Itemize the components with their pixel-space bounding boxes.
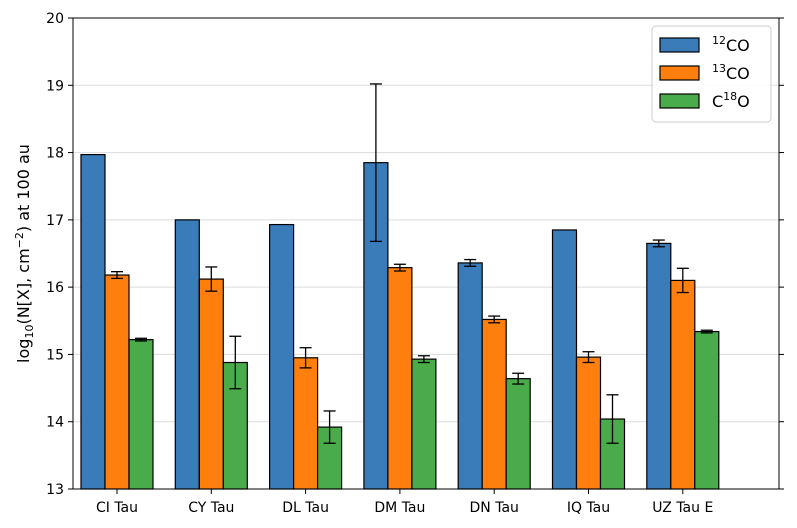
legend-swatch	[659, 65, 700, 81]
bar	[198, 278, 224, 490]
bar	[104, 274, 130, 490]
y-tick-label: 18	[46, 146, 64, 162]
legend-swatch	[659, 37, 700, 53]
bar	[575, 356, 602, 490]
bar	[174, 219, 200, 490]
x-tick-label: DL Tau	[282, 500, 329, 516]
legend-label: C18O	[712, 90, 750, 111]
bar	[670, 279, 696, 490]
x-tick-label: CI Tau	[96, 500, 138, 516]
ylabel-superscript: −2	[13, 232, 26, 248]
plot-frame	[72, 17, 780, 490]
bar	[646, 242, 672, 490]
bar	[411, 358, 437, 490]
bar	[505, 378, 531, 490]
y-axis-label: log10(N[X], cm−2) at 100 au	[13, 144, 36, 363]
legend-label: 12CO	[712, 34, 750, 55]
x-axis-ticks: CI Tau CY Tau DL Tau DM Tau DN Tau IQ Tau UZ T…	[96, 489, 713, 516]
bar	[80, 153, 106, 490]
ylabel-subscript: 10	[23, 325, 36, 339]
y-axis-ticks: 13 14 15 16 17 18 19 20	[46, 11, 784, 498]
y-tick-label: 20	[46, 11, 64, 27]
bar	[269, 223, 295, 490]
x-tick-label: UZ Tau E	[652, 500, 713, 516]
y-tick-label: 15	[46, 347, 64, 363]
x-tick-label: CY Tau	[188, 500, 234, 516]
x-tick-label: DN Tau	[470, 500, 519, 516]
y-tick-label: 16	[46, 280, 64, 296]
bar	[387, 267, 413, 490]
bar	[694, 330, 720, 490]
bar	[551, 229, 578, 490]
y-tick-label: 17	[46, 213, 64, 229]
ylabel-part: log	[14, 339, 33, 363]
legend-swatch	[659, 93, 700, 109]
y-tick-label: 14	[46, 415, 64, 431]
y-tick-label: 19	[46, 78, 64, 94]
ylabel-part: (N[X], cm	[14, 248, 33, 324]
y-tick-label: 13	[46, 482, 64, 498]
bar	[481, 318, 507, 490]
x-tick-label: DM Tau	[374, 500, 425, 516]
ylabel-part: ) at 100 au	[14, 144, 33, 232]
bar	[457, 262, 483, 490]
errorbars-layer	[111, 83, 713, 444]
bar	[293, 357, 319, 490]
legend-label: 13CO	[712, 62, 750, 83]
bar	[128, 339, 154, 490]
x-tick-label: IQ Tau	[567, 500, 610, 516]
legend: 12CO 13CO C18O	[651, 25, 772, 123]
bars-layer	[80, 153, 720, 490]
